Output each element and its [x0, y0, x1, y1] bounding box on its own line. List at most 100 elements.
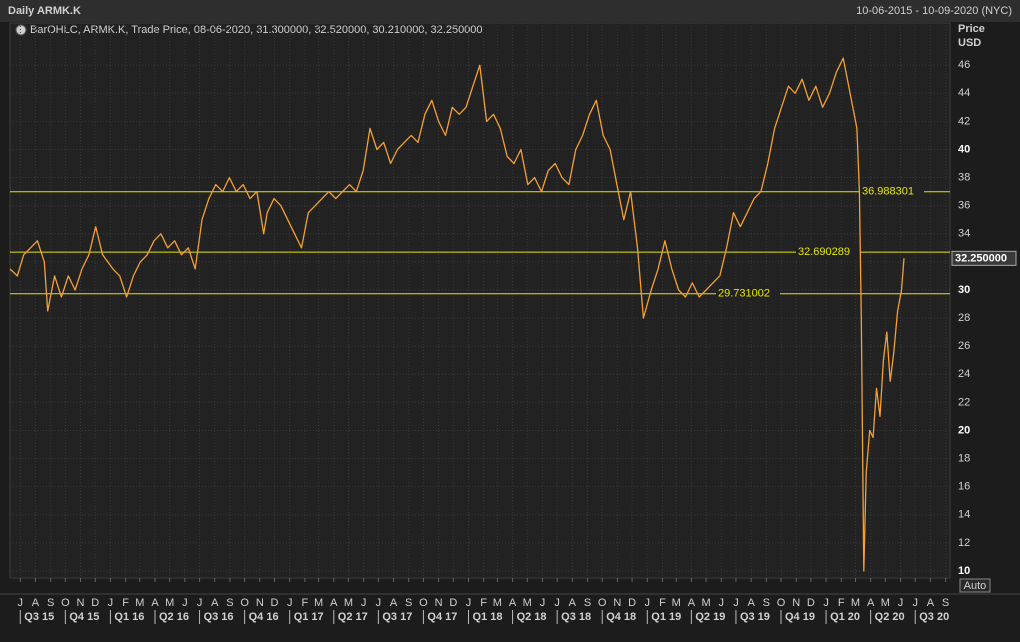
header-bar [0, 0, 1020, 22]
x-tick-label: J [823, 597, 829, 609]
chart-title: Daily ARMK.K [8, 5, 81, 17]
x-tick-label: D [449, 597, 457, 609]
x-tick-label: M [344, 597, 353, 609]
quarter-label: Q4 19 [785, 611, 815, 623]
y-tick-label: 38 [958, 171, 970, 183]
quarter-label: Q3 15 [24, 611, 54, 623]
x-tick-label: O [240, 597, 249, 609]
x-tick-label: F [659, 597, 666, 609]
x-tick-label: D [91, 597, 99, 609]
x-tick-label: M [881, 597, 890, 609]
x-tick-label: J [645, 597, 651, 609]
x-tick-label: N [613, 597, 621, 609]
x-tick-label: S [942, 597, 949, 609]
x-tick-label: J [182, 597, 188, 609]
x-tick-label: J [287, 597, 293, 609]
quarter-label: Q2 19 [695, 611, 725, 623]
x-tick-label: M [701, 597, 710, 609]
y-tick-label: 30 [958, 284, 970, 296]
x-tick-label: O [419, 597, 428, 609]
date-range: 10-06-2015 - 10-09-2020 (NYC) [856, 5, 1012, 17]
x-tick-label: S [405, 597, 412, 609]
x-tick-label: N [435, 597, 443, 609]
last-value-box [951, 250, 1017, 266]
y-tick-label: 12 [958, 537, 970, 549]
quarter-label: Q4 17 [427, 611, 457, 623]
last-value-label: 32.250000 [955, 252, 1007, 264]
x-tick-label: S [584, 597, 591, 609]
x-tick-label: O [777, 597, 786, 609]
legend-icon [15, 24, 27, 36]
y-tick-label: 16 [958, 481, 970, 493]
quarter-label: Q4 15 [69, 611, 99, 623]
plot-area [9, 22, 951, 579]
level-label-bg [716, 286, 780, 301]
quarter-label: Q3 17 [382, 611, 412, 623]
quarter-label: Q3 18 [561, 611, 591, 623]
y-tick-label: 14 [958, 509, 970, 521]
x-tick-label: M [851, 597, 860, 609]
x-tick-label: A [867, 597, 875, 609]
x-tick-label: M [493, 597, 502, 609]
x-tick-label: J [718, 597, 724, 609]
level-label-bg [860, 184, 924, 199]
quarter-label: Q1 17 [294, 611, 324, 623]
quarter-label: Q2 17 [338, 611, 368, 623]
x-tick-label: A [32, 597, 40, 609]
auto-button-label[interactable]: Auto [964, 580, 987, 592]
x-tick-label: A [151, 597, 159, 609]
x-tick-label: M [165, 597, 174, 609]
y-tick-label: 46 [958, 59, 970, 71]
x-tick-label: D [271, 597, 279, 609]
x-tick-label: S [226, 597, 233, 609]
x-tick-label: O [598, 597, 607, 609]
level-label-bg [796, 245, 860, 260]
level-label: 29.731002 [718, 288, 770, 300]
quarter-label: Q3 19 [740, 611, 770, 623]
x-tick-label: J [898, 597, 904, 609]
x-tick-label: J [197, 597, 203, 609]
x-tick-label: J [108, 597, 114, 609]
x-tick-label: F [122, 597, 129, 609]
y-tick-label: 22 [958, 396, 970, 408]
quarter-label: Q4 18 [606, 611, 636, 623]
x-tick-label: A [747, 597, 755, 609]
y-axis-label: Price [958, 23, 985, 35]
price-line [9, 57, 905, 572]
x-tick-label: S [763, 597, 770, 609]
auto-button[interactable] [959, 578, 991, 593]
quarter-label: Q2 20 [875, 611, 905, 623]
x-tick-label: N [77, 597, 85, 609]
x-tick-label: M [314, 597, 323, 609]
x-tick-label: A [330, 597, 338, 609]
x-tick-label: S [47, 597, 54, 609]
x-tick-label: D [807, 597, 815, 609]
x-tick-label: J [466, 597, 472, 609]
quarter-label: Q1 20 [830, 611, 860, 623]
x-tick-label: O [61, 597, 70, 609]
x-tick-label: F [480, 597, 487, 609]
y-tick-label: 24 [958, 368, 970, 380]
x-tick-label: F [302, 597, 309, 609]
x-tick-label: A [688, 597, 696, 609]
x-tick-label: M [523, 597, 532, 609]
quarter-label: Q1 18 [472, 611, 502, 623]
x-tick-label: J [733, 597, 739, 609]
level-label: 32.690289 [798, 246, 850, 258]
quarter-label: Q1 19 [651, 611, 681, 623]
quarter-label: Q2 18 [517, 611, 547, 623]
y-tick-label: 26 [958, 340, 970, 352]
x-tick-label: F [838, 597, 845, 609]
x-tick-label: J [18, 597, 24, 609]
x-tick-label: N [792, 597, 800, 609]
y-tick-label: 40 [958, 143, 970, 155]
x-tick-label: A [211, 597, 219, 609]
quarter-label: Q1 16 [114, 611, 144, 623]
quarter-label: Q2 16 [159, 611, 189, 623]
x-tick-label: J [554, 597, 560, 609]
x-tick-label: J [912, 597, 918, 609]
level-label: 36.988301 [862, 186, 914, 198]
x-tick-label: J [540, 597, 546, 609]
x-tick-label: A [509, 597, 517, 609]
